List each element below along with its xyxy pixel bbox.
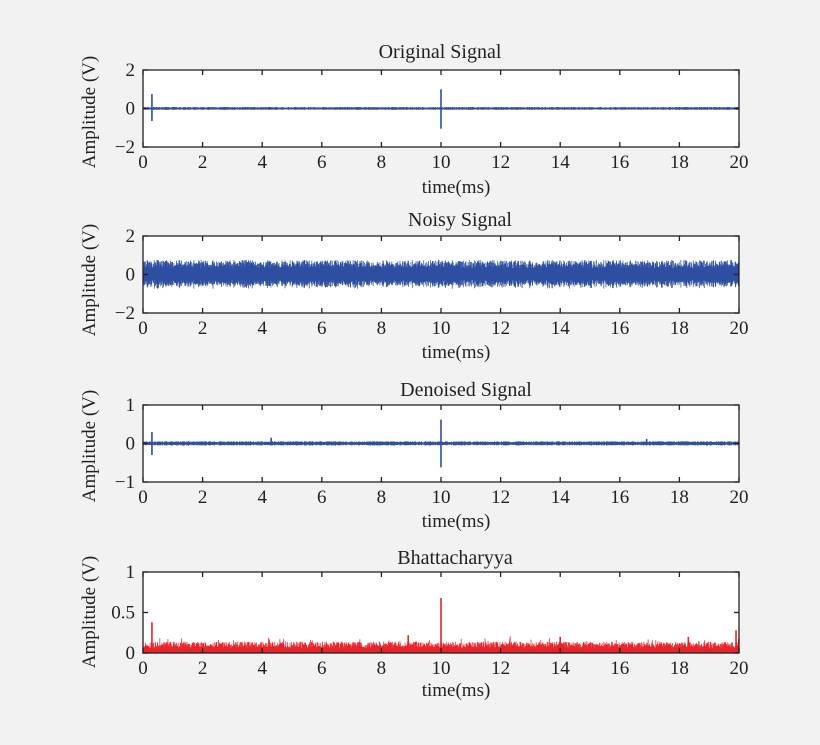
x-tick-label: 10 bbox=[432, 487, 451, 508]
x-tick-label: 18 bbox=[670, 487, 689, 508]
x-tick-label: 10 bbox=[432, 658, 451, 679]
x-axis-label: time(ms) bbox=[422, 342, 491, 363]
x-tick-label: 18 bbox=[670, 658, 689, 679]
x-tick-label: 10 bbox=[432, 318, 451, 339]
x-tick-label: 16 bbox=[610, 487, 629, 508]
subplot-title: Noisy Signal bbox=[408, 209, 512, 231]
x-tick-label: 2 bbox=[198, 487, 208, 508]
y-axis-label: Amplitude (V) bbox=[79, 56, 100, 168]
x-tick-label: 0 bbox=[138, 658, 148, 679]
subplot-title: Denoised Signal bbox=[400, 379, 532, 401]
x-tick-label: 20 bbox=[730, 152, 749, 173]
y-tick-label: 0 bbox=[126, 643, 136, 664]
y-tick-label: −1 bbox=[115, 472, 135, 493]
y-tick-label: 2 bbox=[126, 60, 136, 81]
y-axis-label: Amplitude (V) bbox=[79, 556, 100, 668]
x-tick-label: 4 bbox=[257, 658, 267, 679]
y-tick-label: 0 bbox=[126, 99, 136, 120]
x-tick-label: 6 bbox=[317, 152, 327, 173]
subplot-bhattacharyya: Bhattacharyya 0 2 4 6 8 10 12 14 16 18 20 1 0.5 0 tim… bbox=[79, 547, 749, 701]
x-tick-label: 20 bbox=[730, 487, 749, 508]
x-axis-label: time(ms) bbox=[422, 511, 491, 532]
x-tick-label: 2 bbox=[198, 658, 208, 679]
y-tick-label: 0 bbox=[126, 265, 136, 286]
y-tick-label: 0 bbox=[126, 434, 136, 455]
subplot-title: Original Signal bbox=[379, 41, 502, 63]
x-tick-label: 8 bbox=[377, 318, 387, 339]
signal-trace bbox=[142, 419, 740, 468]
x-tick-label: 20 bbox=[730, 318, 749, 339]
x-tick-label: 18 bbox=[670, 152, 689, 173]
y-tick-label: −2 bbox=[115, 137, 135, 158]
x-tick-label: 16 bbox=[610, 152, 629, 173]
x-tick-label: 14 bbox=[551, 658, 571, 679]
x-tick-label: 12 bbox=[491, 318, 510, 339]
x-tick-label: 12 bbox=[491, 152, 510, 173]
x-tick-label: 16 bbox=[610, 658, 629, 679]
x-tick-label: 8 bbox=[377, 658, 387, 679]
x-tick-label: 12 bbox=[491, 658, 510, 679]
x-tick-label: 0 bbox=[138, 318, 148, 339]
x-tick-label: 8 bbox=[377, 152, 387, 173]
x-tick-label: 14 bbox=[551, 152, 571, 173]
x-tick-label: 10 bbox=[432, 152, 451, 173]
x-tick-label: 2 bbox=[198, 152, 208, 173]
x-tick-label: 16 bbox=[610, 318, 629, 339]
subplot-title: Bhattacharyya bbox=[397, 547, 513, 569]
x-tick-label: 2 bbox=[198, 318, 208, 339]
x-axis-label: time(ms) bbox=[422, 177, 491, 198]
y-tick-label: 1 bbox=[126, 395, 136, 416]
x-tick-label: 14 bbox=[551, 487, 571, 508]
x-tick-label: 4 bbox=[257, 318, 267, 339]
y-axis-label: Amplitude (V) bbox=[79, 224, 100, 336]
axis-ticks: 0 2 4 6 8 10 12 14 16 18 20 1 0.5 0 bbox=[111, 562, 748, 679]
x-tick-label: 6 bbox=[317, 658, 327, 679]
y-tick-label: 2 bbox=[126, 226, 136, 247]
x-tick-label: 14 bbox=[551, 318, 571, 339]
x-tick-label: 12 bbox=[491, 487, 510, 508]
x-tick-label: 4 bbox=[257, 152, 267, 173]
x-tick-label: 6 bbox=[317, 487, 327, 508]
x-tick-label: 0 bbox=[138, 152, 148, 173]
x-tick-label: 18 bbox=[670, 318, 689, 339]
y-tick-label: 1 bbox=[126, 562, 136, 583]
y-tick-label: −2 bbox=[115, 303, 135, 324]
x-tick-label: 20 bbox=[730, 658, 749, 679]
x-tick-label: 0 bbox=[138, 487, 148, 508]
x-tick-label: 6 bbox=[317, 318, 327, 339]
y-tick-label: 0.5 bbox=[111, 603, 135, 624]
y-axis-label: Amplitude (V) bbox=[79, 390, 100, 502]
x-axis-label: time(ms) bbox=[422, 680, 491, 701]
x-tick-label: 4 bbox=[257, 487, 267, 508]
x-tick-label: 8 bbox=[377, 487, 387, 508]
